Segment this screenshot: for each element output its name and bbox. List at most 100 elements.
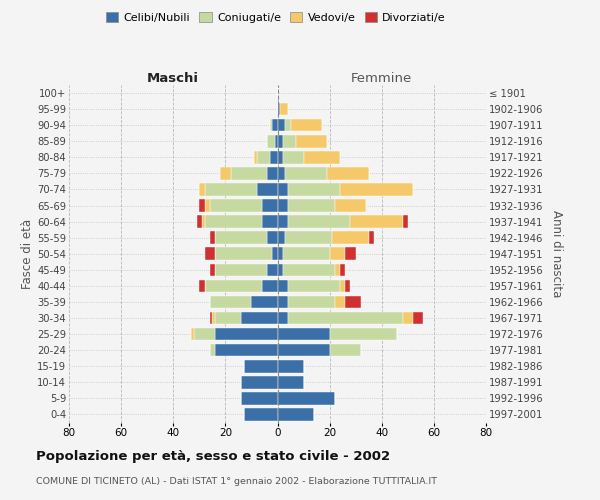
Bar — [288, 280, 340, 292]
Bar — [277, 280, 288, 292]
Bar — [269, 119, 272, 132]
Bar — [277, 200, 288, 212]
Bar — [277, 167, 286, 179]
Bar — [267, 232, 277, 244]
Bar — [335, 296, 345, 308]
Bar — [413, 312, 424, 324]
Bar — [283, 135, 296, 147]
Bar — [345, 248, 356, 260]
Bar — [277, 119, 286, 132]
Bar — [277, 312, 288, 324]
Bar — [345, 296, 361, 308]
Bar — [267, 264, 277, 276]
Bar — [262, 200, 277, 212]
Bar — [304, 151, 340, 164]
Bar — [340, 280, 345, 292]
Bar — [262, 216, 277, 228]
Bar — [277, 264, 283, 276]
Bar — [257, 183, 277, 196]
Bar — [241, 312, 277, 324]
Bar — [296, 135, 327, 147]
Bar — [251, 296, 277, 308]
Legend: Celibi/Nubili, Coniugati/e, Vedovi/e, Divorziati/e: Celibi/Nubili, Coniugati/e, Vedovi/e, Di… — [101, 8, 451, 28]
Bar — [212, 312, 215, 324]
Bar — [277, 344, 329, 356]
Bar — [288, 200, 335, 212]
Bar — [215, 264, 267, 276]
Bar — [205, 216, 262, 228]
Bar — [202, 216, 205, 228]
Bar — [280, 103, 288, 116]
Bar — [210, 296, 251, 308]
Bar — [329, 328, 397, 340]
Bar — [277, 232, 286, 244]
Bar — [257, 151, 269, 164]
Bar — [272, 119, 277, 132]
Bar — [277, 135, 283, 147]
Bar — [286, 119, 290, 132]
Bar — [329, 248, 345, 260]
Bar — [205, 280, 262, 292]
Bar — [220, 167, 230, 179]
Bar — [191, 328, 194, 340]
Bar — [269, 151, 277, 164]
Bar — [288, 183, 340, 196]
Bar — [210, 264, 215, 276]
Bar — [194, 328, 215, 340]
Bar — [277, 151, 283, 164]
Bar — [277, 392, 335, 404]
Bar — [210, 232, 215, 244]
Bar — [262, 280, 277, 292]
Bar — [277, 183, 288, 196]
Bar — [277, 376, 304, 388]
Bar — [286, 232, 332, 244]
Y-axis label: Fasce di età: Fasce di età — [22, 218, 34, 289]
Bar — [340, 183, 413, 196]
Bar — [205, 200, 210, 212]
Bar — [288, 296, 335, 308]
Bar — [210, 344, 215, 356]
Bar — [267, 167, 277, 179]
Bar — [335, 264, 340, 276]
Bar — [241, 376, 277, 388]
Bar — [199, 200, 205, 212]
Bar — [369, 232, 374, 244]
Bar — [277, 408, 314, 420]
Bar — [241, 392, 277, 404]
Bar — [199, 183, 205, 196]
Bar — [350, 216, 403, 228]
Bar — [403, 312, 413, 324]
Bar — [277, 103, 280, 116]
Bar — [283, 264, 335, 276]
Bar — [327, 167, 369, 179]
Bar — [345, 280, 350, 292]
Bar — [215, 232, 267, 244]
Bar — [288, 312, 403, 324]
Bar — [210, 312, 212, 324]
Bar — [199, 280, 205, 292]
Bar — [340, 264, 345, 276]
Bar — [277, 296, 288, 308]
Bar — [403, 216, 408, 228]
Y-axis label: Anni di nascita: Anni di nascita — [550, 210, 563, 298]
Bar — [215, 312, 241, 324]
Bar — [277, 248, 283, 260]
Text: Popolazione per età, sesso e stato civile - 2002: Popolazione per età, sesso e stato civil… — [36, 450, 390, 463]
Bar — [210, 200, 262, 212]
Bar — [267, 135, 275, 147]
Bar — [205, 183, 257, 196]
Bar — [277, 360, 304, 372]
Bar — [283, 151, 304, 164]
Bar — [230, 167, 267, 179]
Bar — [288, 216, 350, 228]
Bar — [335, 200, 366, 212]
Bar — [272, 248, 277, 260]
Bar — [329, 344, 361, 356]
Bar — [283, 248, 329, 260]
Bar — [205, 248, 215, 260]
Bar — [197, 216, 202, 228]
Text: Maschi: Maschi — [147, 72, 199, 85]
Bar — [277, 216, 288, 228]
Bar — [275, 135, 277, 147]
Text: Femmine: Femmine — [351, 72, 412, 85]
